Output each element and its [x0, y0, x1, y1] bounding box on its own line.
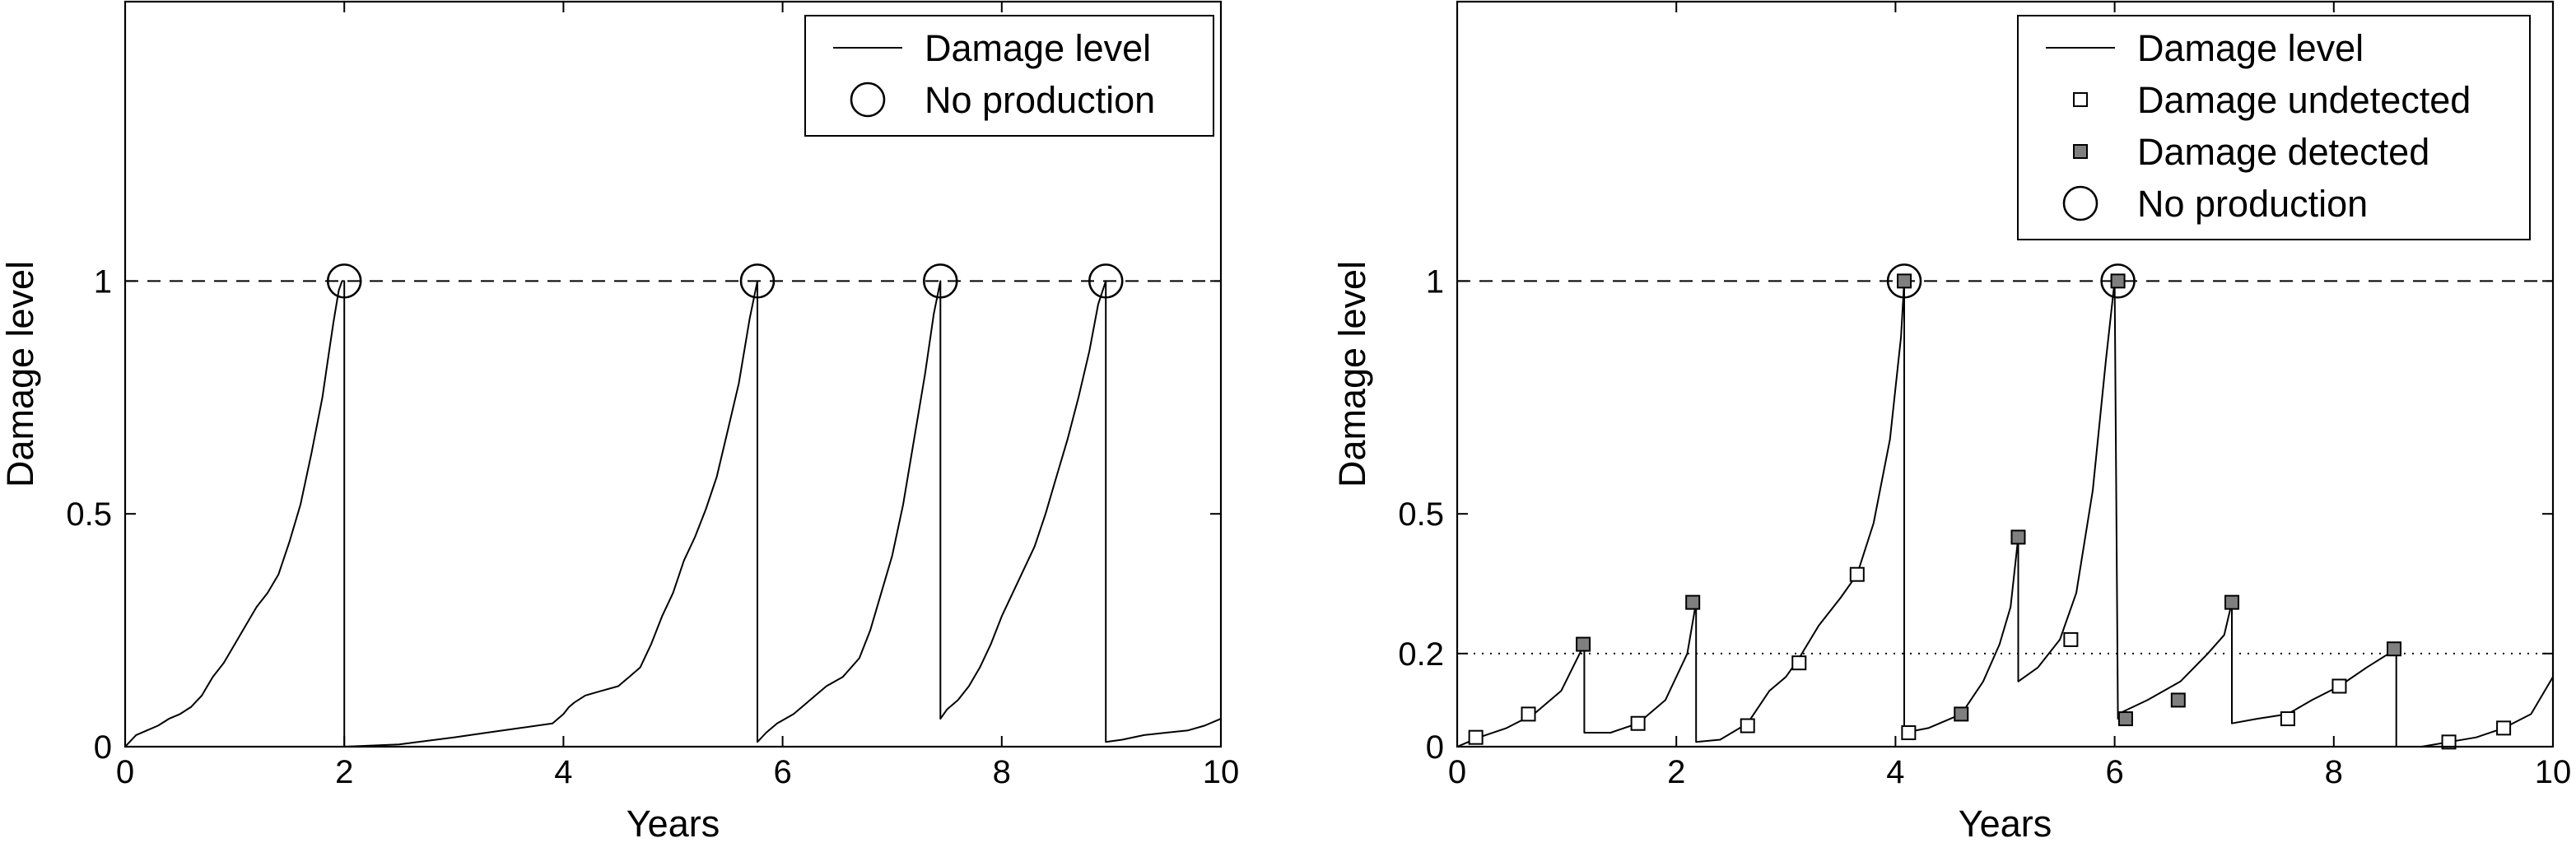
legend-marker-filled-square — [2073, 144, 2088, 159]
damage-undetected-marker — [2280, 711, 2295, 727]
damage-detected-marker — [2224, 594, 2240, 610]
damage-undetected-marker — [1849, 566, 1865, 582]
y-tick-label: 1 — [1426, 263, 1444, 300]
no-production-marker — [2100, 263, 2136, 299]
damage-undetected-marker — [1521, 706, 1536, 722]
y-axis-label: Damage level — [1331, 261, 1373, 487]
legend-box — [2017, 15, 2531, 240]
damage-level-series — [1456, 280, 2554, 748]
legend-label: Damage level — [2137, 27, 2364, 69]
y-tick-label: 0.2 — [1398, 636, 1444, 673]
legend-marker-circle — [850, 82, 886, 118]
x-tick-label: 2 — [1667, 754, 1685, 790]
x-tick-label: 6 — [773, 754, 791, 790]
y-tick-label: 1 — [94, 263, 112, 300]
damage-detected-marker — [2170, 692, 2186, 708]
y-axis-label: Damage level — [0, 261, 41, 487]
damage-detected-marker — [2117, 711, 2133, 727]
y-tick-label: 0 — [1426, 729, 1444, 766]
x-tick-label: 2 — [335, 754, 353, 790]
legend-label: Damage level — [925, 27, 1151, 69]
damage-undetected-marker — [1630, 715, 1646, 731]
legend-label: No production — [2137, 183, 2368, 225]
plot-area-frame — [123, 0, 1223, 748]
x-axis-label: Years — [1959, 803, 2052, 843]
y-tick-label: 0.5 — [1398, 496, 1444, 533]
legend-marker-circle — [2062, 185, 2099, 221]
damage-undetected-marker — [2063, 631, 2079, 647]
damage-undetected-marker — [2496, 720, 2512, 736]
x-axis-label: Years — [627, 803, 720, 843]
x-tick-label: 0 — [1448, 754, 1466, 790]
x-tick-label: 10 — [2535, 754, 2572, 790]
damage-undetected-marker — [1468, 729, 1484, 745]
no-production-marker — [739, 263, 776, 299]
damage-detected-marker — [1576, 636, 1591, 652]
damage-level-series — [124, 280, 1222, 748]
no-production-marker — [1886, 263, 1922, 299]
x-tick-label: 8 — [2325, 754, 2343, 790]
damage-detected-marker — [1954, 706, 1969, 722]
damage-undetected-marker — [1791, 655, 1807, 671]
damage-detected-marker — [2010, 529, 2026, 545]
damage-detected-marker — [2387, 641, 2402, 657]
plot-area-frame — [1456, 0, 2555, 748]
no-production-marker — [922, 263, 958, 299]
damage-detected-marker — [1897, 273, 1912, 289]
x-tick-label: 10 — [1203, 754, 1240, 790]
no-production-marker — [1088, 263, 1124, 299]
legend-label: Damage detected — [2137, 131, 2429, 173]
y-tick-label: 0.5 — [66, 496, 112, 533]
legend: Damage level Damage undetected Damage dete… — [2017, 15, 2531, 240]
legend-label: Damage undetected — [2137, 79, 2471, 121]
damage-undetected-marker — [1740, 718, 1755, 734]
damage-undetected-marker — [2331, 678, 2347, 694]
damage-undetected-marker — [2441, 734, 2457, 750]
x-tick-label: 0 — [116, 754, 134, 790]
damage-detected-marker — [2110, 273, 2126, 289]
y-tick-label: 0 — [94, 729, 112, 766]
damage-detected-marker — [1685, 594, 1701, 610]
damage-undetected-marker — [1901, 725, 1917, 741]
no-production-marker — [326, 263, 362, 299]
x-tick-label: 4 — [1886, 754, 1904, 790]
legend: Damage level No production — [804, 15, 1214, 137]
x-tick-label: 8 — [993, 754, 1011, 790]
x-tick-label: 6 — [2105, 754, 2123, 790]
x-tick-label: 4 — [554, 754, 572, 790]
legend-label: No production — [925, 79, 1155, 121]
legend-marker-open-square — [2073, 92, 2088, 107]
